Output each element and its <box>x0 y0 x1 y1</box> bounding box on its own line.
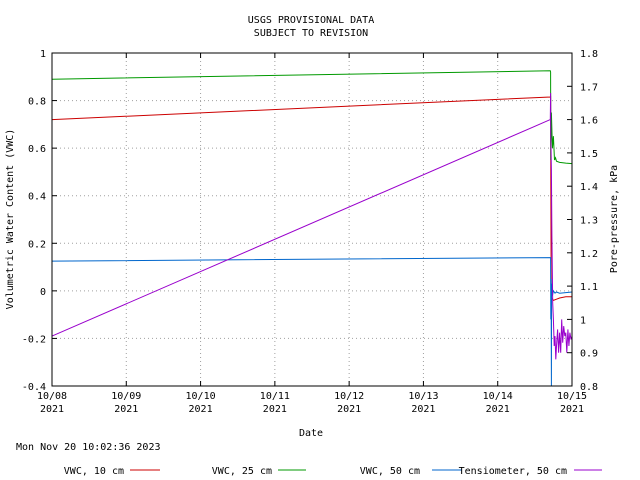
plot-frame <box>51 52 573 387</box>
x-tick-label: 10/15 <box>557 391 587 402</box>
y2-axis-label: Pore-pressure, kPa <box>609 165 620 273</box>
x-tick-label-year: 2021 <box>263 404 287 415</box>
x-axis-label: Date <box>299 428 323 439</box>
y-tick-label: 0.8 <box>28 97 46 108</box>
x-tick-label-year: 2021 <box>337 404 361 415</box>
x-tick-label: 10/11 <box>260 391 290 402</box>
grid-lines <box>52 53 572 386</box>
legend-label: VWC, 50 cm <box>360 466 420 477</box>
y2-tick-label: 0.9 <box>580 349 598 360</box>
x-tick-label: 10/13 <box>408 391 438 402</box>
x-tick-label: 10/14 <box>483 391 513 402</box>
x-tick-label: 10/12 <box>334 391 364 402</box>
x-tick-label-year: 2021 <box>486 404 510 415</box>
y2-tick-label: 1.3 <box>580 216 598 227</box>
x-tick-labels: 10/08 2021 10/09 2021 10/10 2021 10/11 2021 10/1… <box>37 391 587 415</box>
x-tick-label-year: 2021 <box>40 404 64 415</box>
series-line-2 <box>51 70 573 165</box>
timestamp: Mon Nov 20 10:02:36 2023 <box>16 442 161 453</box>
y2-tick-labels: 0.8 0.9 1 1.1 1.2 1.3 1.4 1.5 1.6 1.7 1.8 <box>580 49 598 393</box>
y2-tick-label: 1.5 <box>580 149 598 160</box>
y2-tick-label: 1 <box>580 315 586 326</box>
y-tick-label: 0.4 <box>28 192 46 203</box>
x-tick-label-year: 2021 <box>189 404 213 415</box>
axis-ticks <box>51 52 573 387</box>
chart-title-line2: SUBJECT TO REVISION <box>254 28 368 39</box>
legend-label: VWC, 10 cm <box>64 466 124 477</box>
legend-label: Tensiometer, 50 cm <box>459 466 567 477</box>
y-axis-label: Volumetric Water Content (VWC) <box>5 129 16 310</box>
x-tick-label-year: 2021 <box>411 404 435 415</box>
series-line-4 <box>51 92 573 360</box>
y2-tick-label: 1.6 <box>580 116 598 127</box>
chart-title-line1: USGS PROVISIONAL DATA <box>248 15 374 26</box>
x-tick-label-year: 2021 <box>114 404 138 415</box>
y-tick-label: -0.4 <box>22 382 46 393</box>
y2-tick-label: 1.2 <box>580 249 598 260</box>
x-tick-label: 10/08 <box>37 391 67 402</box>
y-tick-label: 1 <box>40 49 46 60</box>
x-tick-label-year: 2021 <box>560 404 584 415</box>
legend: VWC, 10 cm VWC, 25 cm VWC, 50 cm Tensiomete… <box>64 466 602 477</box>
y2-tick-label: 1.1 <box>580 282 598 293</box>
x-tick-label: 10/09 <box>111 391 141 402</box>
y-tick-label: -0.2 <box>22 334 46 345</box>
y2-tick-label: 1.4 <box>580 182 598 193</box>
y-tick-label: 0.6 <box>28 144 46 155</box>
legend-label: VWC, 25 cm <box>212 466 272 477</box>
series-line-1 <box>51 95 572 303</box>
y-tick-label: 0 <box>40 287 46 298</box>
y-tick-label: 0.2 <box>28 239 46 250</box>
series-lines <box>51 70 573 387</box>
y-tick-labels: -0.4 -0.2 0 0.2 0.4 0.6 0.8 1 <box>22 49 46 393</box>
y2-tick-label: 1.7 <box>580 82 598 93</box>
series-line-3 <box>51 257 573 387</box>
x-tick-label: 10/10 <box>186 391 216 402</box>
y2-tick-label: 0.8 <box>580 382 598 393</box>
y2-tick-label: 1.8 <box>580 49 598 60</box>
